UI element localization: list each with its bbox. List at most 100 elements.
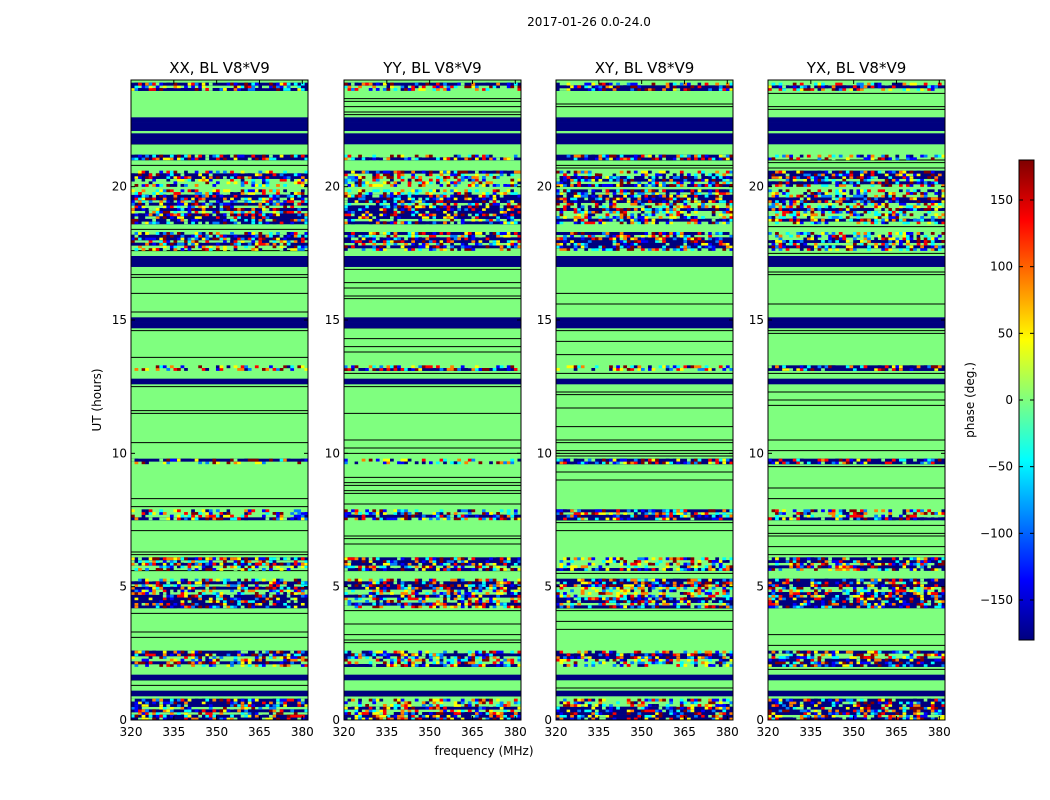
noisy-cell (687, 557, 691, 560)
flagged-row (556, 379, 733, 382)
noisy-cell (436, 707, 440, 710)
noisy-cell (471, 184, 475, 187)
noisy-cell (166, 184, 170, 187)
noisy-cell (648, 461, 652, 464)
noisy-cell (181, 189, 185, 192)
noisy-cell (255, 189, 259, 192)
noisy-cell (152, 461, 156, 464)
noisy-cell (556, 459, 560, 462)
noisy-cell (386, 208, 390, 211)
noisy-cell (422, 248, 426, 251)
noisy-cell (433, 85, 437, 88)
noisy-cell (255, 211, 259, 214)
noisy-cell (209, 659, 213, 662)
noisy-cell (170, 173, 174, 176)
noisy-cell (493, 368, 497, 371)
noisy-cell (209, 83, 213, 86)
noisy-cell (209, 219, 213, 222)
noisy-cell (645, 699, 649, 702)
noisy-cell (386, 600, 390, 603)
noisy-cell (386, 565, 390, 568)
noisy-cell (641, 661, 645, 664)
noisy-cell (209, 515, 213, 518)
noisy-cell (209, 557, 213, 560)
noisy-cell (170, 709, 174, 712)
noisy-cell (358, 653, 362, 656)
noisy-cell (149, 176, 153, 179)
noisy-cell (666, 459, 670, 462)
noisy-cell (351, 699, 355, 702)
noisy-cell (386, 216, 390, 219)
noisy-cell (138, 176, 142, 179)
noisy-cell (372, 656, 376, 659)
noisy-cell (598, 701, 602, 704)
noisy-cell (135, 211, 139, 214)
noisy-cell (673, 603, 677, 606)
noisy-cell (255, 245, 259, 248)
noisy-cell (301, 200, 305, 203)
noisy-cell (181, 565, 185, 568)
x-tick-label: 350 (418, 725, 441, 739)
noisy-cell (358, 85, 362, 88)
noisy-cell (237, 592, 241, 595)
noisy-cell (358, 565, 362, 568)
noisy-cell (577, 699, 581, 702)
noisy-cell (514, 192, 518, 195)
noisy-cell (394, 651, 398, 654)
noisy-cell (496, 176, 500, 179)
noisy-cell (655, 581, 659, 584)
flagged-row (131, 120, 308, 123)
noisy-cell (276, 232, 280, 235)
noisy-cell (173, 181, 177, 184)
noisy-cell (173, 563, 177, 566)
noisy-cell (209, 712, 213, 715)
noisy-cell (719, 701, 723, 704)
noisy-cell (719, 459, 723, 462)
noisy-cell (584, 699, 588, 702)
noisy-cell (184, 517, 188, 520)
noisy-cell (401, 701, 405, 704)
noisy-cell (574, 515, 578, 518)
noisy-cell (351, 509, 355, 512)
noisy-cell (372, 232, 376, 235)
noisy-cell (712, 565, 716, 568)
noisy-cell (401, 208, 405, 211)
noisy-cell (149, 661, 153, 664)
noisy-cell (500, 707, 504, 710)
noisy-cell (411, 557, 415, 560)
noisy-cell (436, 603, 440, 606)
noisy-cell (294, 235, 298, 238)
noisy-cell (408, 232, 412, 235)
noisy-cell (212, 568, 216, 571)
noisy-cell (705, 512, 709, 515)
noisy-cell (683, 664, 687, 667)
noisy-cell (461, 597, 465, 600)
noisy-cell (159, 184, 163, 187)
noisy-cell (698, 704, 702, 707)
noisy-cell (216, 189, 220, 192)
noisy-cell (510, 568, 514, 571)
noisy-cell (634, 568, 638, 571)
noisy-cell (666, 461, 670, 464)
noisy-cell (634, 659, 638, 662)
noisy-cell (358, 216, 362, 219)
noisy-cell (383, 235, 387, 238)
noisy-cell (177, 157, 181, 160)
noisy-cell (142, 208, 146, 211)
noisy-cell (223, 589, 227, 592)
noisy-cell (191, 461, 195, 464)
noisy-cell (138, 245, 142, 248)
noisy-cell (620, 589, 624, 592)
noisy-cell (372, 85, 376, 88)
noisy-cell (198, 245, 202, 248)
noisy-cell (138, 592, 142, 595)
noisy-cell (401, 712, 405, 715)
noisy-cell (351, 176, 355, 179)
noisy-cell (241, 171, 245, 174)
noisy-cell (436, 517, 440, 520)
noisy-cell (683, 592, 687, 595)
noisy-cell (156, 568, 160, 571)
noisy-cell (220, 155, 224, 158)
noisy-cell (145, 560, 149, 563)
noisy-cell (142, 232, 146, 235)
